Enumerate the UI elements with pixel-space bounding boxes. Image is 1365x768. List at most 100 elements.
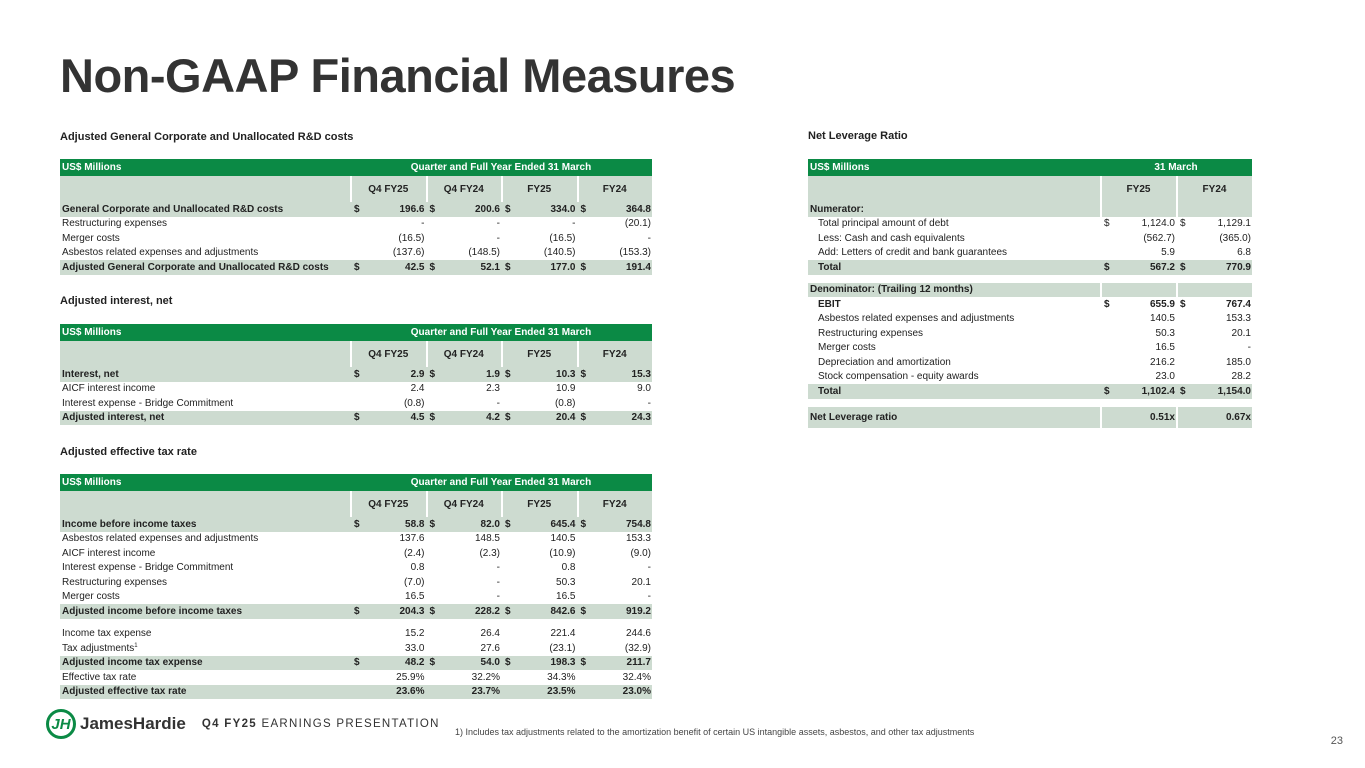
value-text: (9.0) (630, 547, 651, 559)
value-text: 0.8 (410, 562, 425, 574)
currency-symbol: $ (505, 412, 511, 424)
value-text: 228.2 (474, 605, 500, 617)
page-title: Non-GAAP Financial Measures (60, 49, 736, 102)
row-label: Restructuring expenses (60, 577, 350, 588)
value-text: 52.1 (480, 261, 500, 273)
currency-symbol: $ (580, 203, 587, 215)
value-text: 211.7 (626, 657, 651, 669)
value-cell: (7.0) (350, 575, 426, 590)
value-text: 334.0 (550, 203, 576, 215)
value-cell (1176, 282, 1252, 297)
value-cell: (9.0) (577, 546, 653, 561)
row-label-text: Merger costs (818, 342, 876, 354)
value-cell: (137.6) (350, 246, 426, 261)
value-cell (1176, 202, 1252, 217)
value-cell: 16.5 (350, 590, 426, 605)
value-text: - (647, 591, 651, 603)
table-row: Adjusted effective tax rate 23.6% 23.7% 23.… (60, 684, 652, 699)
row-label-text: Restructuring expenses (62, 218, 168, 230)
value-text: 50.3 (556, 576, 576, 588)
value-cell: 32.4% (577, 670, 653, 685)
column-header: FY24 (576, 176, 653, 202)
value-text: (153.3) (619, 247, 651, 259)
footer-branding: JH JamesHardie Q4 FY25 EARNINGS PRESENTA… (46, 709, 440, 739)
row-label: Income before income taxes (60, 519, 350, 530)
value-text: 27.6 (480, 642, 500, 654)
table-row: Less: Cash and cash equivalents (562.7) (3… (808, 231, 1252, 246)
value-cell: - (577, 561, 653, 576)
row-label: Merger costs (60, 591, 350, 602)
value-text: (23.1) (549, 642, 576, 654)
value-text: - (647, 397, 651, 409)
row-label: Net Leverage ratio (808, 412, 1100, 423)
value-cell: (23.1) (501, 641, 577, 656)
row-label-text: Income before income taxes (62, 518, 197, 530)
row-label: Merger costs (60, 233, 350, 244)
value-cell: (20.1) (577, 217, 653, 232)
table-row: Net Leverage ratio 0.51x 0.67x (808, 406, 1252, 428)
value-cell: $655.9 (1100, 297, 1176, 312)
value-cell: - (577, 590, 653, 605)
currency-symbol: $ (354, 657, 360, 669)
currency-symbol: $ (505, 518, 511, 530)
value-text: 42.5 (405, 261, 425, 273)
column-header: FY25 (501, 176, 577, 202)
value-text: 58.8 (405, 518, 425, 530)
currency-symbol: $ (354, 605, 360, 617)
value-cell: $20.4 (501, 411, 577, 426)
currency-symbol: $ (354, 261, 360, 273)
value-cell: 2.3 (426, 382, 502, 397)
value-text: (10.9) (549, 547, 576, 559)
value-cell: 5.9 (1100, 246, 1176, 261)
table-row: Adjusted interest, net $4.5 $4.2 $20.4 $24.3 (60, 410, 652, 426)
value-cell: - (350, 217, 426, 232)
column-header: Q4 FY25 (350, 341, 426, 367)
section-title-net-leverage: Net Leverage Ratio (808, 130, 908, 142)
period-label: Quarter and Full Year Ended 31 March (410, 327, 592, 338)
currency-symbol: $ (1104, 298, 1110, 310)
value-text: 23.0 (1155, 371, 1175, 383)
section-title-corporate-costs: Adjusted General Corporate and Unallocat… (60, 131, 354, 143)
table-row: Effective tax rate 25.9% 32.2% 34.3% 32.4% (60, 670, 652, 685)
row-label: Total principal amount of debt (808, 218, 1100, 229)
table-row: AICF interest income (2.4) (2.3) (10.9) (9.0… (60, 546, 652, 561)
row-label: Total (808, 386, 1100, 397)
value-text: 153.3 (625, 533, 651, 545)
row-label: Adjusted interest, net (60, 412, 350, 423)
table-row: AICF interest income 2.4 2.3 10.9 9.0 (60, 382, 652, 397)
value-text: 567.2 (1149, 261, 1175, 273)
value-cell: (365.0) (1176, 231, 1252, 246)
value-cell: $770.9 (1176, 260, 1252, 275)
value-cell: - (1176, 341, 1252, 356)
value-cell: 0.8 (350, 561, 426, 576)
value-cell: $82.0 (426, 517, 502, 532)
value-cell: 6.8 (1176, 246, 1252, 261)
value-cell: $196.6 (350, 202, 426, 217)
value-cell: 26.4 (426, 627, 502, 642)
row-label-text: Adjusted income before income taxes (62, 605, 243, 617)
value-text: 16.5 (1155, 342, 1175, 354)
value-text: (148.5) (468, 247, 500, 259)
value-cell: $204.3 (350, 604, 426, 619)
currency-symbol: $ (505, 657, 511, 669)
value-text: (16.5) (549, 232, 576, 244)
value-cell: $364.8 (577, 202, 653, 217)
unit-label: US$ Millions (62, 477, 122, 488)
value-text: 4.5 (410, 412, 425, 424)
value-cell: 20.1 (1176, 326, 1252, 341)
value-cell: 32.2% (426, 670, 502, 685)
value-text: 2.3 (486, 383, 500, 395)
value-text: 140.5 (1149, 313, 1175, 325)
row-label: Asbestos related expenses and adjustment… (60, 247, 350, 258)
value-text: - (647, 562, 651, 574)
value-text: 364.8 (625, 203, 651, 215)
currency-symbol: $ (580, 605, 587, 617)
value-text: 645.4 (550, 518, 576, 530)
value-text: 0.67x (1225, 411, 1251, 423)
value-cell: $1,124.0 (1100, 217, 1176, 232)
row-label-text: Interest, net (62, 368, 119, 380)
value-cell: 16.5 (501, 590, 577, 605)
value-text: (16.5) (398, 232, 425, 244)
value-text: 842.6 (550, 605, 576, 617)
value-text: 32.4% (622, 671, 651, 683)
